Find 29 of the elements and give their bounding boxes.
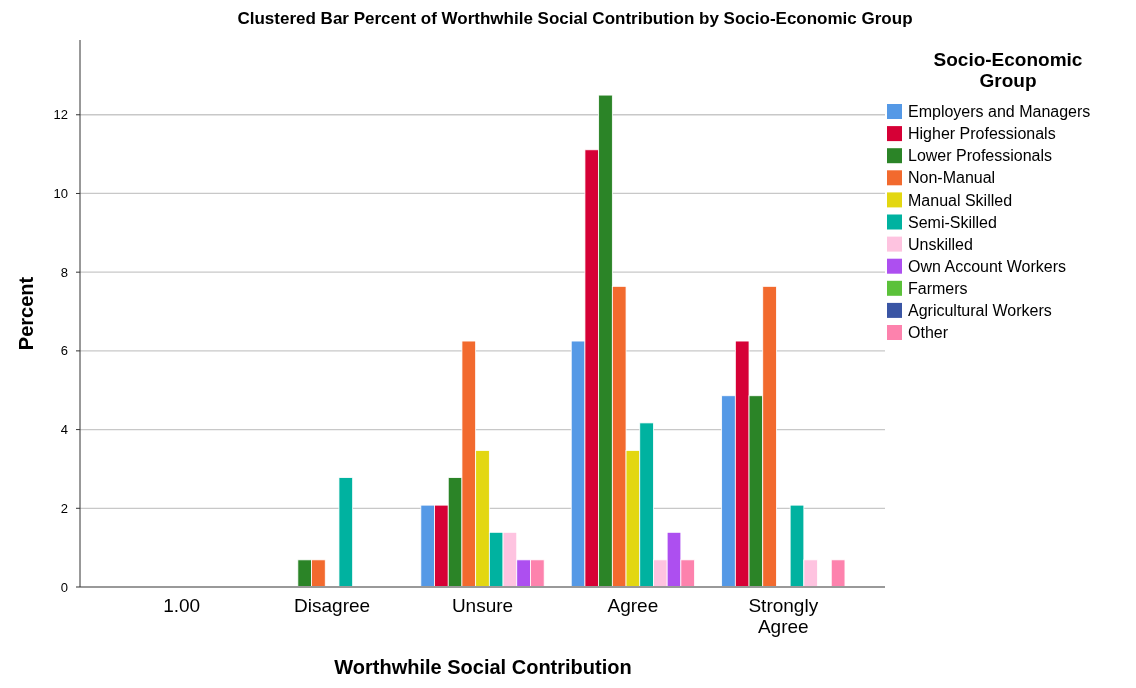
legend-label: Employers and Managers — [908, 103, 1091, 121]
y-tick-label: 6 — [60, 343, 68, 359]
legend-label: Manual Skilled — [908, 191, 1013, 209]
legend-label: Non-Manual — [908, 169, 996, 187]
bar — [338, 477, 354, 588]
legend-title: Socio-Economic Group — [933, 49, 1083, 91]
legend-label: Agricultural Workers — [908, 302, 1052, 319]
legend-label: Higher Professionals — [908, 125, 1056, 143]
chart-title: Clustered Bar Percent of Worthwhile Social Contribution by Socio-Economic Group — [237, 9, 913, 28]
y-axis-title: Percent — [15, 276, 37, 351]
x-tick-label: Strongly Agree — [748, 595, 819, 637]
legend-label: Farmers — [908, 279, 968, 297]
x-tick-label: Agree — [607, 595, 659, 616]
legend-label: Lower Professionals — [908, 147, 1053, 165]
y-tick-label: 12 — [53, 107, 68, 123]
y-tick-label: 0 — [60, 579, 68, 595]
y-tick-label: 8 — [60, 264, 68, 280]
x-tick-label: Disagree — [294, 595, 371, 616]
y-tick-label: 2 — [60, 500, 68, 516]
legend-label: Semi-Skilled — [908, 213, 997, 231]
legend-label: Other — [908, 324, 949, 342]
x-tick-label: 1.00 — [163, 595, 201, 616]
x-tick-label: Unsure — [451, 595, 514, 616]
legend-label: Unskilled — [908, 235, 973, 253]
legend-label: Own Account Workers — [908, 257, 1066, 275]
y-tick-label: 4 — [60, 422, 68, 438]
y-tick-label: 10 — [53, 186, 68, 202]
bar — [830, 559, 846, 588]
x-axis-title: Worthwhile Social Contribution — [334, 656, 632, 678]
